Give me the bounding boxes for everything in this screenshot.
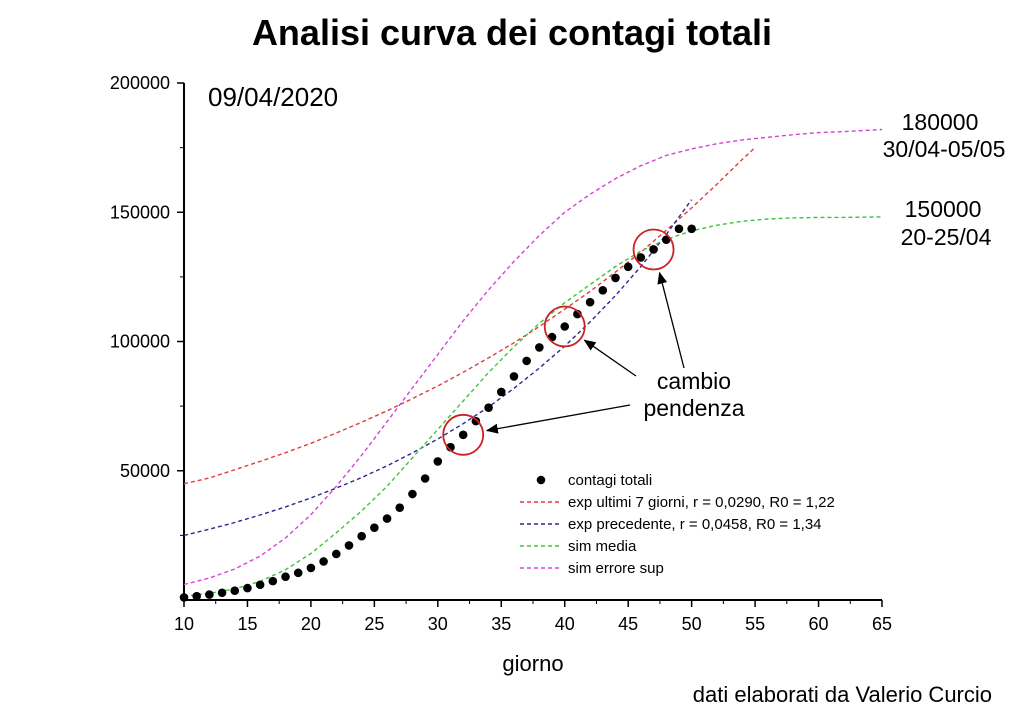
- data-point: [331, 549, 341, 559]
- data-point: [560, 322, 570, 331]
- data-point: [535, 343, 544, 352]
- series-line: [183, 147, 756, 485]
- annotation-mid-value: 150000: [905, 196, 982, 222]
- date-label: 09/04/2020: [208, 82, 338, 112]
- y-tick-label: 50000: [120, 461, 170, 481]
- series-lines: [183, 128, 883, 597]
- series-line: [183, 216, 883, 597]
- x-tick-label: 40: [555, 614, 575, 634]
- data-point: [217, 588, 227, 598]
- data-point: [636, 253, 646, 262]
- highlight-circles: [442, 228, 675, 456]
- annotation-arrows: [485, 271, 685, 434]
- legend-marker: [536, 475, 546, 485]
- data-point: [268, 576, 278, 586]
- legend: contagi totali exp ultimi 7 giorni, r = 0…: [520, 472, 835, 577]
- data-point: [484, 403, 493, 412]
- x-tick-label: 25: [364, 614, 384, 634]
- data-point: [687, 224, 696, 234]
- data-point: [471, 416, 481, 426]
- x-tick-label: 20: [301, 614, 321, 634]
- data-point: [395, 503, 405, 513]
- data-point: [319, 557, 328, 566]
- annotation-mid-dates: 20-25/04: [901, 224, 992, 250]
- legend-label: exp ultimi 7 giorni, r = 0,0290, R0 = 1,…: [568, 494, 835, 511]
- x-tick-label: 30: [428, 614, 448, 634]
- highlight-circle: [632, 228, 675, 271]
- data-point: [433, 457, 443, 466]
- ticks: 10 15 20 25 30 35 40 45 50 55 60 65 50000 100000 15000…: [110, 73, 892, 634]
- data-point: [585, 297, 595, 307]
- data-point: [370, 523, 379, 532]
- credit-text: dati elaborati da Valerio Curcio: [692, 682, 992, 707]
- data-point: [205, 590, 214, 599]
- y-tick-label: 100000: [110, 332, 170, 352]
- data-point: [179, 593, 189, 602]
- data-point: [661, 235, 671, 244]
- data-point: [192, 591, 201, 601]
- x-tick-label: 65: [872, 614, 892, 634]
- x-tick-label: 45: [618, 614, 638, 634]
- highlight-circle: [543, 305, 586, 348]
- data-point: [458, 430, 468, 440]
- annotation-arrow: [485, 404, 631, 434]
- x-axis-label: giorno: [502, 651, 563, 676]
- data-point: [230, 586, 240, 595]
- legend-label: sim errore sup: [568, 560, 664, 577]
- annotation-top-value: 180000: [902, 109, 979, 135]
- data-point: [293, 568, 303, 578]
- series-line: [183, 128, 883, 586]
- x-tick-label: 10: [174, 614, 194, 634]
- data-point: [306, 563, 316, 573]
- x-tick-label: 35: [491, 614, 511, 634]
- data-point: [649, 245, 658, 254]
- legend-label: exp precedente, r = 0,0458, R0 = 1,34: [568, 516, 822, 533]
- data-point: [408, 489, 417, 499]
- legend-label: sim media: [568, 538, 637, 555]
- x-tick-label: 60: [809, 614, 829, 634]
- x-tick-label: 50: [682, 614, 702, 634]
- data-point: [420, 474, 430, 483]
- data-point: [382, 514, 392, 523]
- data-point: [357, 531, 366, 541]
- data-point: [623, 262, 633, 272]
- annotation-change-line1: cambio: [657, 368, 731, 394]
- highlight-circle: [442, 413, 485, 456]
- annotation-arrow: [583, 339, 637, 377]
- data-point: [243, 583, 252, 593]
- data-points: [179, 224, 696, 602]
- data-point: [674, 224, 684, 234]
- chart-title: Analisi curva dei contagi totali: [251, 12, 773, 53]
- y-tick-label: 150000: [110, 202, 170, 222]
- series-line: [183, 199, 693, 537]
- data-point: [509, 372, 519, 381]
- y-tick-label: 200000: [110, 73, 170, 93]
- data-point: [611, 273, 620, 283]
- x-tick-label: 15: [237, 614, 257, 634]
- data-point: [598, 286, 608, 295]
- data-point: [522, 356, 531, 366]
- x-tick-label: 55: [745, 614, 765, 634]
- annotation-top-dates: 30/04-05/05: [883, 136, 1006, 162]
- annotation-change-line2: pendenza: [643, 395, 744, 421]
- legend-label: contagi totali: [568, 472, 652, 489]
- data-point: [496, 387, 506, 397]
- data-point: [281, 572, 290, 582]
- data-point: [255, 580, 265, 590]
- annotation-arrow: [657, 271, 685, 369]
- data-point: [344, 541, 354, 550]
